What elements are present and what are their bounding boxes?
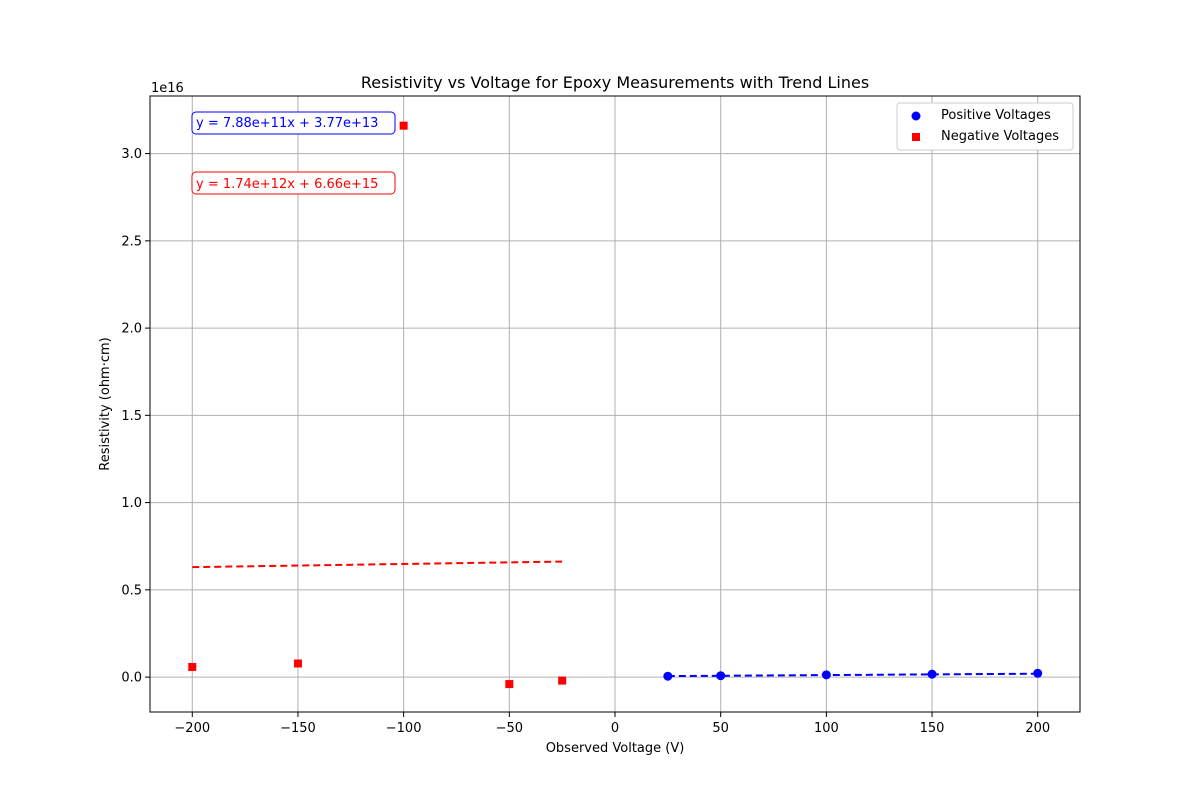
red-equation-box: y = 1.74e+12x + 6.66e+15 bbox=[191, 171, 396, 195]
data-point-negative bbox=[293, 659, 302, 668]
x-tick-label: 50 bbox=[712, 721, 729, 736]
y-axis-title: Resistivity (ohm·cm) bbox=[98, 337, 113, 471]
blue-equation-text: y = 7.88e+11x + 3.77e+13 bbox=[196, 116, 378, 131]
y-tick-label: 2.5 bbox=[121, 234, 142, 249]
y-tick-label: 1.0 bbox=[121, 496, 142, 511]
data-point-negative bbox=[505, 680, 514, 689]
data-points bbox=[188, 121, 1043, 689]
x-tick-label: 150 bbox=[920, 721, 945, 736]
data-point-negative bbox=[188, 662, 197, 671]
trend-lines bbox=[192, 560, 1038, 678]
trend-line-positive bbox=[667, 672, 1038, 678]
x-tick-label: −100 bbox=[386, 721, 422, 736]
trend-line-negative bbox=[192, 560, 563, 569]
y-tick-label: 2.0 bbox=[121, 322, 142, 337]
data-point-positive bbox=[716, 671, 726, 681]
x-tick-label: 100 bbox=[814, 721, 839, 736]
data-point-positive bbox=[1033, 668, 1043, 678]
y-offset-label: 1e16 bbox=[151, 81, 184, 96]
legend-label-positive: Positive Voltages bbox=[941, 108, 1051, 123]
data-point-negative bbox=[399, 121, 408, 130]
x-tick-label: −150 bbox=[280, 721, 316, 736]
legend-marker-negative bbox=[912, 133, 920, 141]
x-tick-label: 0 bbox=[611, 721, 619, 736]
y-tick-label: 1.5 bbox=[121, 409, 142, 424]
y-tick-label: 0.0 bbox=[121, 671, 142, 686]
y-tick-label: 0.5 bbox=[121, 583, 142, 598]
data-point-negative bbox=[558, 676, 567, 685]
legend-frame bbox=[896, 102, 1074, 151]
data-point-positive bbox=[821, 670, 831, 680]
grid bbox=[150, 96, 1080, 712]
chart-title: Resistivity vs Voltage for Epoxy Measure… bbox=[361, 73, 869, 92]
y-tick-label: 3.0 bbox=[121, 147, 142, 162]
data-point-positive bbox=[663, 671, 673, 681]
legend: Positive Voltages Negative Voltages bbox=[896, 102, 1074, 151]
legend-marker-positive bbox=[911, 111, 921, 121]
legend-label-negative: Negative Voltages bbox=[941, 129, 1059, 144]
blue-equation-box: y = 7.88e+11x + 3.77e+13 bbox=[191, 111, 396, 135]
x-tick-label: 200 bbox=[1025, 721, 1050, 736]
x-tick-label: −50 bbox=[496, 721, 523, 736]
red-equation-text: y = 1.74e+12x + 6.66e+15 bbox=[196, 177, 378, 192]
x-axis-title: Observed Voltage (V) bbox=[546, 741, 685, 756]
x-tick-label: −200 bbox=[174, 721, 210, 736]
data-point-positive bbox=[927, 669, 937, 679]
axis-ticks: −200 −150 −100 −50 0 50 100 150 200 0.0 0.5 1.0 1.5 2… bbox=[121, 147, 1050, 736]
